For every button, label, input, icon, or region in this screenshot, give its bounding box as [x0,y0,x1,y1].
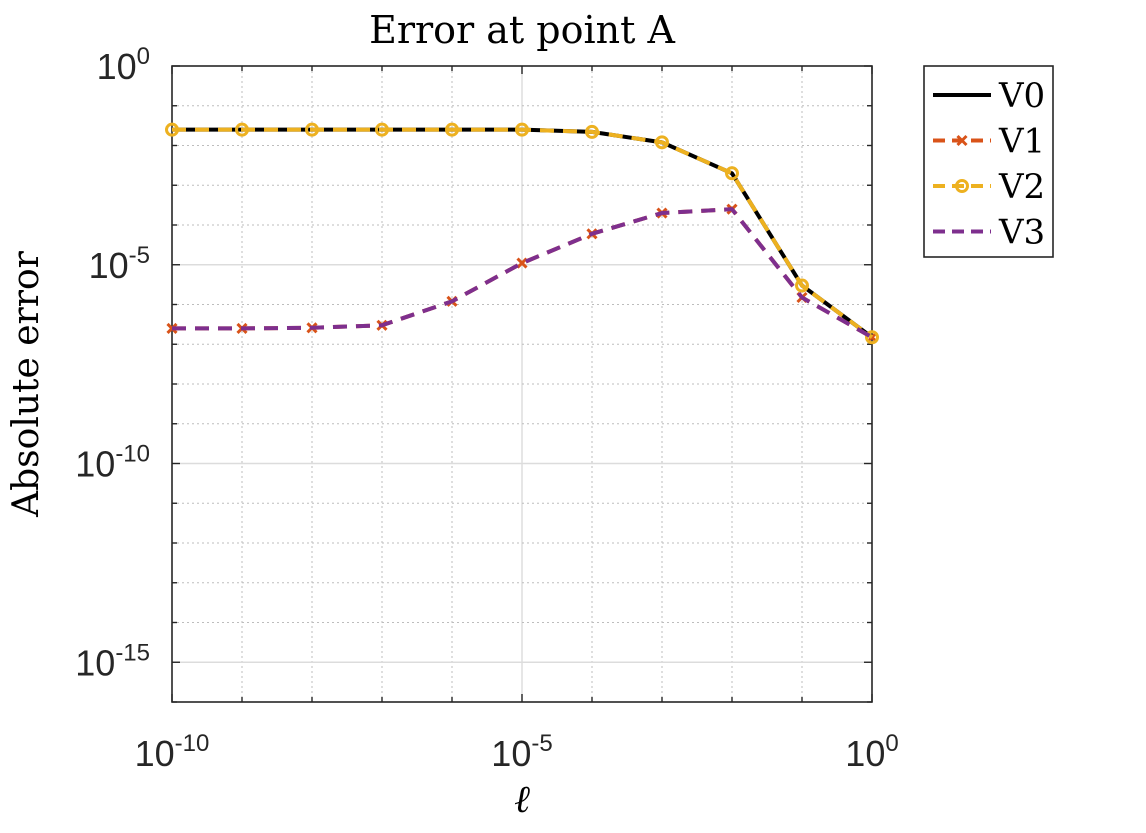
legend-label: V0 [998,76,1045,116]
data-point [725,166,739,181]
data-point [585,124,599,139]
grid [172,66,872,702]
legend-item-v2: V2 [933,167,1045,207]
series-layer [165,122,879,345]
legend-label: V2 [998,167,1045,207]
x-tick-label: 100 [845,730,898,774]
series-v3 [172,207,873,339]
y-tick-label: 10-5 [89,242,150,286]
y-axis-label: Absolute error [6,250,47,518]
series-line-v3 [172,207,873,339]
legend-box [923,65,1054,258]
marker-stroke [956,134,968,147]
series-line-v2 [172,127,874,339]
axis-ticks [171,65,873,703]
marker-stroke [516,257,528,269]
y-tick-label: 10-15 [75,639,150,683]
x-tick-label: 10-5 [491,730,552,774]
data-point [516,257,528,269]
data-point [235,122,249,137]
data-point [865,330,879,345]
data-point [165,122,179,137]
data-point [795,278,809,293]
legend: V0 V1 V2 V3 [923,65,1054,258]
data-point [445,122,459,137]
legend-item-v3: V3 [933,213,1045,253]
legend-item-v0: V0 [933,76,1045,116]
series-v2 [165,122,879,345]
legend-label: V1 [998,122,1045,162]
legend-marker [955,179,969,193]
data-point [305,122,319,137]
y-tick-label: 100 [97,43,150,87]
data-point [515,122,529,137]
data-point [655,135,669,150]
data-point [375,122,389,137]
chart-title: Error at point A [369,8,675,52]
legend-marker [956,134,968,147]
y-tick-labels: 100 10-5 10-10 10-15 [75,43,150,683]
x-tick-label: 10-10 [135,730,210,774]
x-tick-labels: 10-10 10-5 100 [135,730,899,774]
legend-item-v1: V1 [933,122,1045,162]
legend-label: V3 [998,213,1045,253]
x-axis-label: ℓ [514,777,530,821]
y-tick-label: 10-10 [75,441,150,485]
